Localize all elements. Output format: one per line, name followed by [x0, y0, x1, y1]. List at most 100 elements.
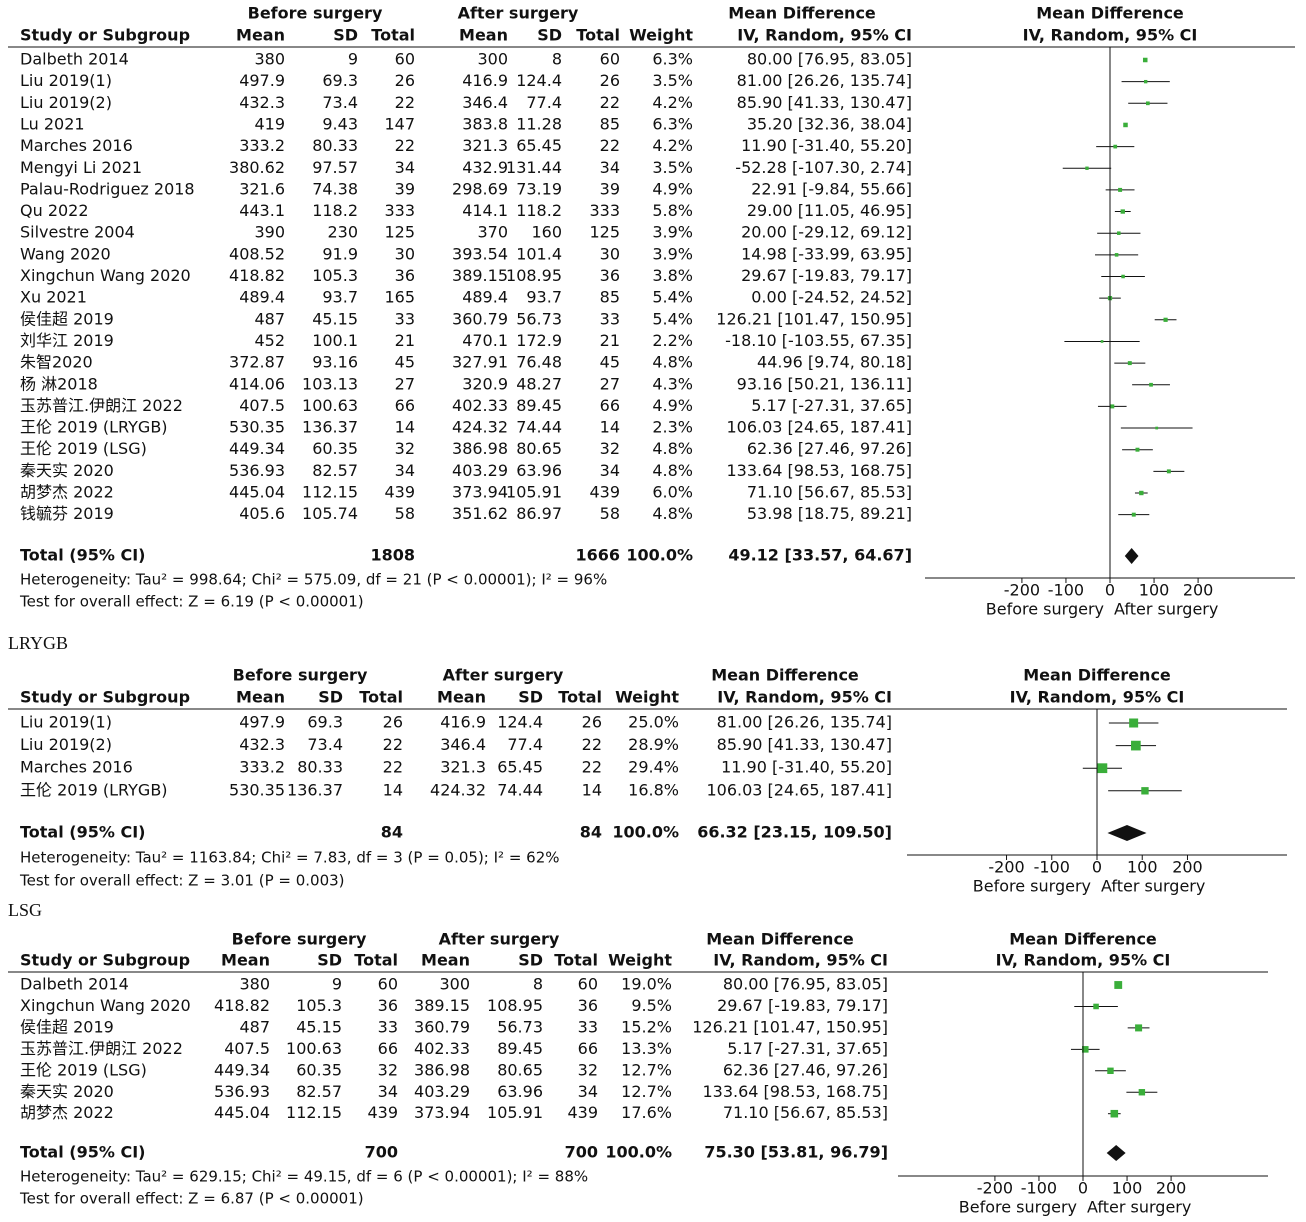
cell: 3.8% — [652, 266, 693, 285]
effect-square — [1081, 1046, 1089, 1053]
study-name: Liu 2019(2) — [20, 93, 112, 112]
cell: 126.21 [101.47, 150.95] — [692, 1017, 888, 1036]
cell: 333.2 — [239, 758, 285, 777]
cell: 407.5 — [224, 1039, 270, 1058]
total-diamond — [1107, 825, 1147, 841]
cell: 373.94 — [452, 483, 508, 502]
cell: 432.3 — [239, 93, 285, 112]
column-header: SD — [318, 688, 343, 707]
cell: 56.73 — [497, 1017, 543, 1036]
cell: 73.4 — [322, 93, 358, 112]
group-header: Before surgery — [248, 4, 383, 23]
cell: 112.15 — [286, 1103, 342, 1122]
cell: 8 — [533, 975, 543, 994]
column-header: IV, Random, 95% CI — [713, 951, 888, 970]
cell: 380.62 — [229, 158, 285, 177]
cell: 298.69 — [452, 179, 508, 198]
effect-square — [1118, 187, 1123, 192]
cell: 6.3% — [652, 50, 693, 69]
cell: 439 — [384, 483, 415, 502]
cell: 126.21 [101.47, 150.95] — [716, 309, 912, 328]
cell: 2.3% — [652, 418, 693, 437]
cell: 14 — [395, 418, 415, 437]
cell: 124.4 — [497, 713, 543, 732]
study-name: 王伦 2019 (LRYGB) — [20, 418, 168, 437]
overall-effect: Test for overall effect: Z = 3.01 (P = 0… — [19, 872, 345, 890]
cell: 125 — [589, 223, 620, 242]
cell: 372.87 — [229, 353, 285, 372]
cell: 36 — [395, 266, 415, 285]
cell: 4.8% — [652, 353, 693, 372]
column-header: Total — [576, 26, 620, 45]
cell: 3.5% — [652, 158, 693, 177]
cell: 432.9 — [462, 158, 508, 177]
cell: 346.4 — [462, 93, 508, 112]
cell: 39 — [600, 179, 620, 198]
column-header: Study or Subgroup — [20, 26, 190, 45]
cell: 0.00 [-24.52, 24.52] — [751, 288, 912, 307]
total-cell: 100.0% — [612, 823, 679, 842]
effect-square — [1155, 426, 1159, 430]
cell: 370 — [477, 223, 508, 242]
cell: 27 — [395, 374, 415, 393]
column-header: Weight — [615, 688, 679, 707]
effect-square — [1135, 447, 1140, 452]
study-name: Qu 2022 — [20, 201, 89, 220]
cell: 22 — [582, 735, 602, 754]
cell: 39 — [395, 179, 415, 198]
cell: 443.1 — [239, 201, 285, 220]
cell: 432.3 — [239, 735, 285, 754]
cell: 85 — [600, 288, 620, 307]
cell: 418.82 — [214, 996, 270, 1015]
cell: 136.37 — [302, 418, 358, 437]
cell: 80.00 [76.95, 83.05] — [747, 50, 912, 69]
cell: 33 — [600, 309, 620, 328]
cell: 34 — [395, 158, 415, 177]
cell: 105.3 — [296, 996, 342, 1015]
cell: 22 — [600, 93, 620, 112]
cell: 100.63 — [302, 396, 358, 415]
cell: 402.33 — [452, 396, 508, 415]
study-name: 侯佳超 2019 — [20, 1017, 114, 1036]
cell: 65.45 — [497, 758, 543, 777]
cell: 62.36 [27.46, 97.26] — [723, 1060, 888, 1079]
study-name: 侯佳超 2019 — [20, 309, 114, 328]
cell: 449.34 — [229, 439, 285, 458]
cell: 33 — [378, 1017, 398, 1036]
cell: 416.9 — [462, 71, 508, 90]
study-name: Xu 2021 — [20, 288, 87, 307]
effect-square — [1117, 231, 1121, 235]
cell: 26 — [383, 713, 403, 732]
x-label-right: After surgery — [1087, 1198, 1191, 1217]
cell: 11.28 — [516, 114, 562, 133]
x-tick-label: -100 — [1021, 1179, 1057, 1198]
study-name: 玉苏普江.伊朗江 2022 — [20, 396, 183, 415]
cell: 9.43 — [322, 114, 358, 133]
cell: 4.2% — [652, 93, 693, 112]
cell: 14.98 [-33.99, 63.95] — [741, 244, 912, 263]
cell: 131.44 — [506, 158, 562, 177]
cell: 91.9 — [322, 244, 358, 263]
cell: 4.8% — [652, 461, 693, 480]
overall-effect: Test for overall effect: Z = 6.87 (P < 0… — [19, 1190, 364, 1208]
cell: 536.93 — [214, 1082, 270, 1101]
study-name: Mengyi Li 2021 — [20, 158, 142, 177]
cell: 69.3 — [307, 713, 343, 732]
cell: 33 — [578, 1017, 598, 1036]
cell: 4.9% — [652, 179, 693, 198]
study-name: Marches 2016 — [20, 758, 133, 777]
cell: 97.57 — [312, 158, 358, 177]
cell: 3.5% — [652, 71, 693, 90]
cell: 320.9 — [462, 374, 508, 393]
column-header: Weight — [629, 26, 693, 45]
effect-square — [1163, 317, 1168, 322]
cell: 333.2 — [239, 136, 285, 155]
cell: 89.45 — [516, 396, 562, 415]
study-name: Liu 2019(1) — [20, 71, 112, 90]
effect-square — [1135, 1024, 1143, 1032]
effect-square — [1100, 340, 1104, 343]
cell: 73.19 — [516, 179, 562, 198]
cell: 403.29 — [452, 461, 508, 480]
cell: 133.64 [98.53, 168.75] — [702, 1082, 888, 1101]
